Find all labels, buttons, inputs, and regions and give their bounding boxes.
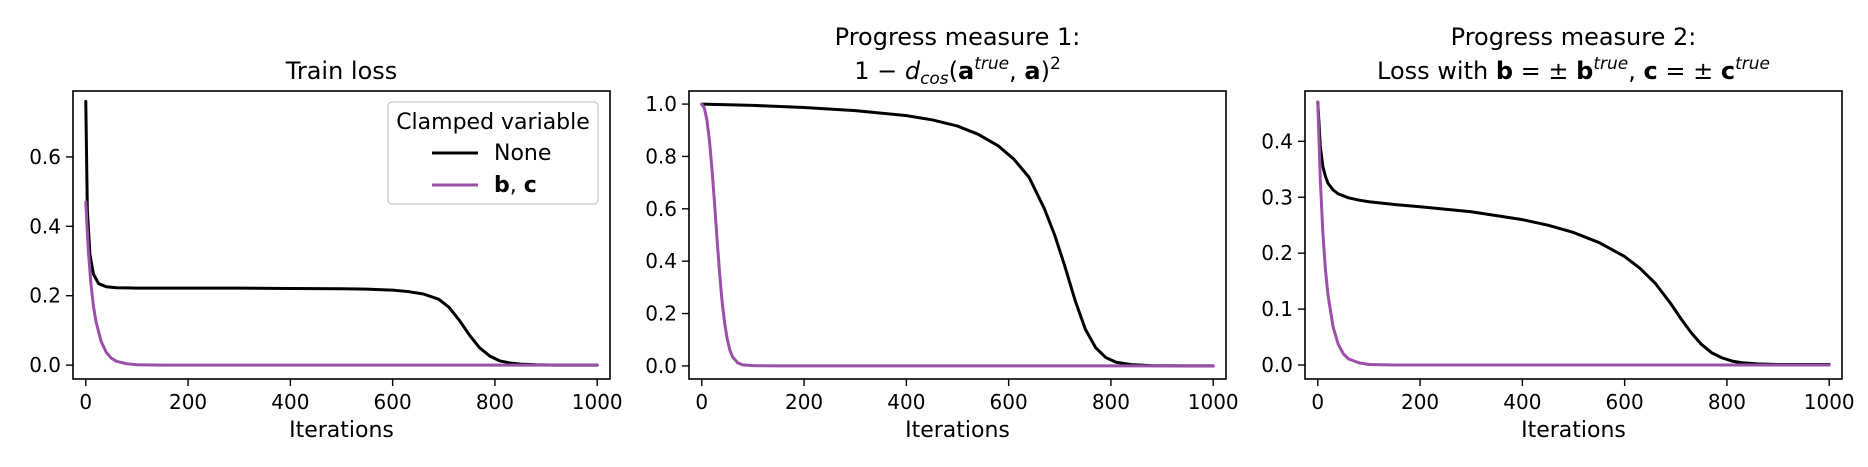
- series-line-none: [84, 99, 599, 367]
- panel-title: Progress measure 1:: [835, 23, 1081, 51]
- panel-2: 0 200 400 600 800 1000 0.0 0.2 0.4 0.6 0.8 1.0 Itera…: [645, 23, 1238, 443]
- legend-title: Clamped variable: [396, 110, 590, 135]
- y-tick-label: 0.2: [645, 302, 677, 326]
- x-tick-label: 1000: [1188, 390, 1239, 414]
- legend-frame: [387, 101, 599, 205]
- x-tick-label: 400: [271, 390, 309, 414]
- axes-frame: [72, 90, 611, 380]
- x-tick-label: 200: [785, 390, 823, 414]
- series-line-b-c: [700, 102, 1215, 368]
- x-tick-label: 400: [1503, 390, 1541, 414]
- legend: Clamped variable None b, c: [387, 101, 599, 205]
- panel-1: 0 200 400 600 800 1000 0.0 0.2 0.4 0.6 Iterations T…: [29, 57, 622, 443]
- y-tick-label: 0.0: [1261, 353, 1293, 377]
- y-tick-label: 0.0: [29, 353, 61, 377]
- panel-3: 0 200 400 600 800 1000 0.0 0.1 0.2 0.3 0.4 Iteratio…: [1261, 23, 1854, 443]
- x-tick-label: 600: [990, 390, 1028, 414]
- x-axis-label: Iterations: [905, 418, 1010, 443]
- y-tick-label: 0.8: [645, 144, 677, 168]
- x-tick-label: 800: [1708, 390, 1746, 414]
- y-tick-label: 0.4: [1261, 129, 1293, 153]
- y-tick-label: 1.0: [645, 92, 677, 116]
- y-tick-label: 0.4: [645, 249, 677, 273]
- axes-frame: [1304, 90, 1843, 380]
- series-line-none: [1316, 100, 1831, 366]
- series-line-b-c: [1316, 100, 1831, 367]
- panel-title-formula: 1 − dcos(atrue, a)2: [854, 54, 1061, 89]
- x-tick-label: 800: [476, 390, 514, 414]
- x-tick-label: 1000: [572, 390, 623, 414]
- series-line-b-c: [84, 200, 599, 367]
- x-tick-label: 1000: [1804, 390, 1855, 414]
- axes-frame: [688, 90, 1227, 380]
- x-tick-label: 0: [1311, 390, 1324, 414]
- x-tick-label: 200: [169, 390, 207, 414]
- series-line-none: [700, 102, 1215, 368]
- y-tick-label: 0.4: [29, 214, 61, 238]
- x-tick-label: 600: [374, 390, 412, 414]
- y-tick-label: 0.3: [1261, 185, 1293, 209]
- y-tick-label: 0.0: [645, 354, 677, 378]
- y-tick-label: 0.1: [1261, 297, 1293, 321]
- legend-label: b, c: [494, 173, 537, 198]
- y-tick-label: 0.6: [645, 197, 677, 221]
- panel-title-formula: Loss with b = ± btrue, c = ± ctrue: [1377, 54, 1770, 85]
- x-tick-label: 400: [887, 390, 925, 414]
- x-axis-label: Iterations: [289, 418, 394, 443]
- x-axis-label: Iterations: [1521, 418, 1626, 443]
- y-tick-label: 0.2: [29, 284, 61, 308]
- y-tick-label: 0.6: [29, 145, 61, 169]
- panel-title: Progress measure 2:: [1451, 23, 1697, 51]
- y-tick-label: 0.2: [1261, 241, 1293, 265]
- x-tick-label: 800: [1092, 390, 1130, 414]
- x-tick-label: 600: [1606, 390, 1644, 414]
- x-tick-label: 0: [695, 390, 708, 414]
- panel-title: Train loss: [285, 57, 398, 85]
- legend-label: None: [494, 141, 551, 166]
- x-tick-label: 200: [1401, 390, 1439, 414]
- x-tick-label: 0: [79, 390, 92, 414]
